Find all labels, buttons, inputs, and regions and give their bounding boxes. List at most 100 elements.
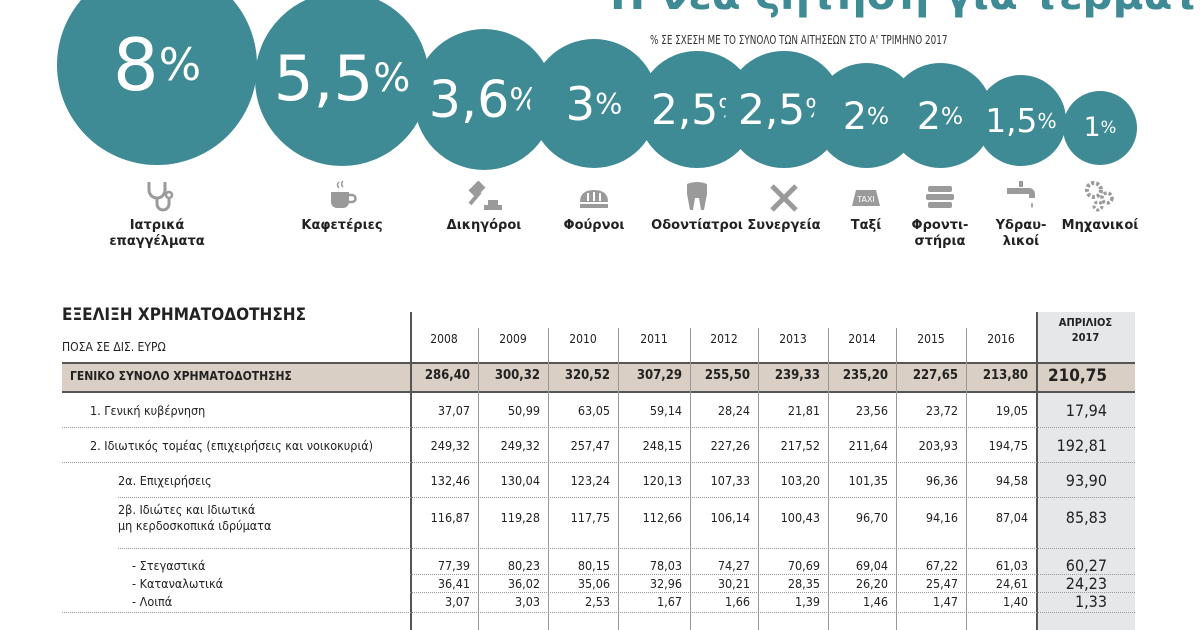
table-cell: 93,90: [1065, 471, 1107, 490]
table-cell: 120,13: [642, 473, 682, 488]
column-divider: [410, 312, 412, 630]
table-cell: 203,93: [918, 438, 958, 453]
column-divider: [690, 328, 691, 630]
column-divider: [618, 328, 619, 630]
table-cell: 74,27: [717, 558, 750, 573]
row-label: 2α. Επιχειρήσεις: [118, 473, 212, 489]
table-cell: 28,24: [717, 403, 750, 418]
row-separator: [118, 548, 1135, 549]
bubble-7: 2%: [887, 63, 993, 168]
column-divider: [758, 328, 759, 630]
table-cell: 248,15: [642, 438, 682, 453]
bubble-label: Καφετέριες: [301, 218, 382, 234]
bubble-value: 8: [112, 23, 159, 107]
table-cell: 37,07: [437, 403, 470, 418]
bubble-label-line: Μηχανικοί: [1061, 218, 1139, 233]
table-cell: 239,33: [774, 368, 820, 383]
table-cell: 101,35: [848, 473, 888, 488]
percent-unit: %: [595, 86, 623, 121]
table-cell: 35,06: [577, 576, 610, 591]
column-header: 2014: [848, 332, 876, 346]
bubble-3: 3%: [529, 39, 659, 168]
column-header: 2013: [779, 332, 807, 346]
bubble-value: 2,5: [737, 84, 806, 134]
table-cell: 211,64: [848, 438, 888, 453]
table-cell: 112,66: [642, 510, 682, 525]
row-label-line: - Λοιπά: [132, 594, 173, 609]
row-label-line: 2β. Ιδιώτες και Ιδιωτικά: [118, 502, 256, 517]
table-cell: 1,66: [724, 594, 750, 609]
table-cell: 213,80: [982, 368, 1028, 383]
bubble-value: 3: [565, 76, 596, 131]
percent-unit: %: [158, 39, 202, 91]
table-cell: 23,56: [855, 403, 888, 418]
table-cell: 70,69: [787, 558, 820, 573]
bubble-label: Υδραυ-λικοί: [996, 218, 1047, 250]
table-cell: 2,53: [584, 594, 610, 609]
table-cell: 23,72: [925, 403, 958, 418]
column-divider: [478, 328, 479, 630]
table-cell: 85,83: [1065, 508, 1107, 527]
table-cell: 103,20: [780, 473, 820, 488]
row-separator: [62, 612, 1135, 613]
bubble-label: Οδοντίατροι: [651, 218, 743, 234]
percent-unit: %: [1100, 118, 1117, 138]
row-separator: [410, 574, 1135, 575]
table-cell: 96,70: [855, 510, 888, 525]
bubble-value: 3,6: [428, 70, 510, 130]
column-divider: [896, 328, 897, 630]
bubble-label: Ιατρικά επαγγέλματα: [109, 218, 204, 250]
table-cell: 32,96: [649, 576, 682, 591]
table-cell: 94,16: [925, 510, 958, 525]
table-cell: 106,14: [710, 510, 750, 525]
bubble-value: 5,5: [273, 42, 374, 116]
column-divider: [828, 328, 829, 630]
table-cell: 3,03: [514, 594, 540, 609]
table-cell: 24,61: [995, 576, 1028, 591]
column-header-april: ΑΠΡΙΛΙΟΣ 2017: [1036, 315, 1135, 345]
table-cell: 1,33: [1074, 592, 1107, 611]
table-cell: 3,07: [444, 594, 470, 609]
bubble-label-line: στήρια: [914, 234, 966, 249]
column-header: 2010: [569, 332, 597, 346]
table-cell: 1,47: [932, 594, 958, 609]
table-cell: 235,20: [842, 368, 888, 383]
row-label-line: μη κερδοσκοπικά ιδρύματα: [118, 518, 272, 533]
bubble-label-line: Ταξί: [850, 218, 882, 233]
row-label-line: ΓΕΝΙΚΟ ΣΥΝΟΛΟ ΧΡΗΜΑΤΟΔΟΤΗΣΗΣ: [70, 369, 292, 383]
bubble-label: Δικηγόροι: [447, 218, 522, 234]
table-cell: 123,24: [570, 473, 610, 488]
table-cell: 19,05: [995, 403, 1028, 418]
row-label: - Καταναλωτικά: [132, 576, 223, 592]
bubble-label-line: Δικηγόροι: [446, 218, 522, 233]
table-cell: 217,52: [780, 438, 820, 453]
table-cell: 210,75: [1047, 366, 1107, 386]
table-cell: 24,23: [1065, 574, 1107, 593]
coffee-cup-icon: [322, 178, 362, 212]
table-cell: 117,75: [570, 510, 610, 525]
row-label: ΓΕΝΙΚΟ ΣΥΝΟΛΟ ΧΡΗΜΑΤΟΔΟΤΗΣΗΣ: [70, 368, 292, 384]
bubble-value: 2: [842, 93, 867, 138]
table-cell: 26,20: [855, 576, 888, 591]
bubble-label-line: Φροντι-: [911, 218, 969, 233]
table-cell: 192,81: [1056, 436, 1107, 455]
table-cell: 194,75: [988, 438, 1028, 453]
column-header: 2012: [710, 332, 738, 346]
column-header: 2008: [430, 332, 458, 346]
table-cell: 80,23: [507, 558, 540, 573]
row-label: - Λοιπά: [132, 594, 172, 610]
table-cell: 119,28: [500, 510, 540, 525]
table-cell: 249,32: [430, 438, 470, 453]
row-label: - Στεγαστικά: [132, 558, 205, 574]
table-cell: 17,94: [1065, 401, 1107, 420]
row-label: 1. Γενική κυβέρνηση: [90, 403, 205, 419]
bubble-label: Ταξί: [851, 218, 882, 234]
row-label-line: 1. Γενική κυβέρνηση: [90, 403, 206, 418]
row-label: 2. Ιδιωτικός τομέας (επιχειρήσεις και νο…: [90, 438, 373, 454]
bubble-value: 1: [1083, 112, 1101, 144]
table-cell: 59,14: [649, 403, 682, 418]
table-title: ΕΞΕΛΙΞΗ ΧΡΗΜΑΤΟΔΟΤΗΣΗΣ: [62, 305, 307, 325]
table-cell: 320,52: [564, 368, 610, 383]
column-divider: [1036, 312, 1038, 630]
